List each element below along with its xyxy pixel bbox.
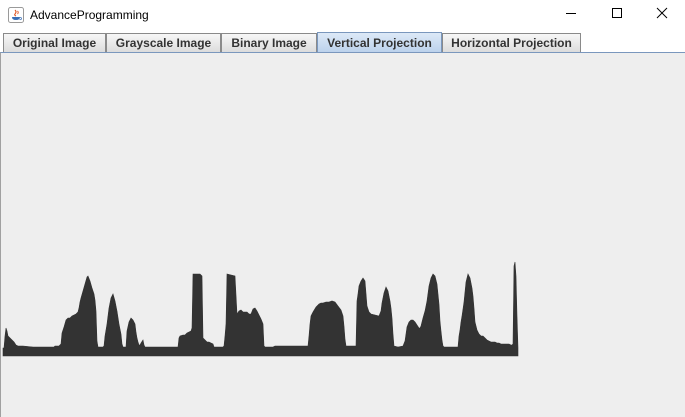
close-icon <box>656 6 668 24</box>
maximize-icon <box>611 6 623 24</box>
tab-label: Grayscale Image <box>115 36 212 50</box>
tab-label: Binary Image <box>231 36 307 50</box>
tab-strip: Original Image Grayscale Image Binary Im… <box>0 30 685 52</box>
tab-label: Horizontal Projection <box>451 36 572 50</box>
close-button[interactable] <box>639 0 685 30</box>
minimize-button[interactable] <box>548 0 594 30</box>
vertical-projection-profile <box>2 261 519 357</box>
tab-horizontal-projection[interactable]: Horizontal Projection <box>442 33 581 52</box>
window-title: AdvanceProgramming <box>30 8 149 22</box>
maximize-button[interactable] <box>594 0 640 30</box>
java-cup-icon <box>8 7 24 23</box>
minimize-icon <box>565 6 577 24</box>
tab-label: Original Image <box>12 36 97 50</box>
projection-panel <box>0 52 685 417</box>
tab-grayscale-image[interactable]: Grayscale Image <box>106 33 221 52</box>
tab-binary-image[interactable]: Binary Image <box>221 33 317 52</box>
tab-original-image[interactable]: Original Image <box>3 33 106 52</box>
tab-label: Vertical Projection <box>327 35 432 50</box>
title-bar[interactable]: AdvanceProgramming <box>0 0 685 30</box>
tab-vertical-projection[interactable]: Vertical Projection <box>317 32 442 52</box>
vertical-projection-canvas <box>2 261 519 357</box>
